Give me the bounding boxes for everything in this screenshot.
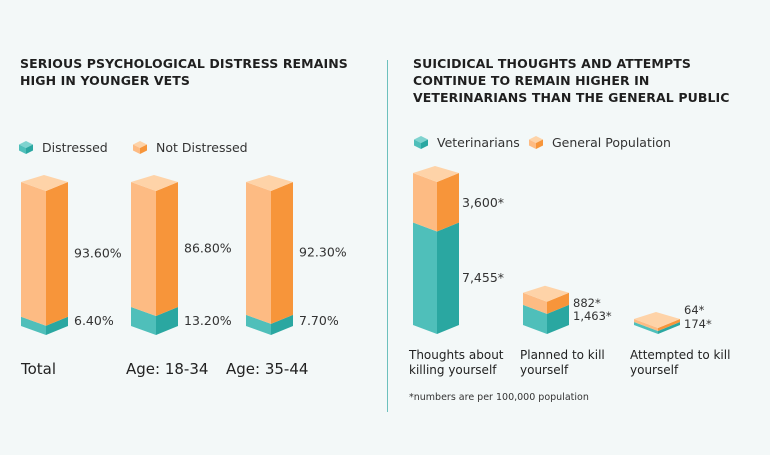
bar-veterinarians-2-front [634,322,658,334]
left-chart-title: SERIOUS PSYCHOLOGICAL DISTRESS REMAINS H… [20,56,348,88]
bar-not-distressed-1-front [131,182,156,316]
bar-cap-0-top [21,175,68,191]
teal-cube-icon [19,141,33,154]
value-label-not-distressed-2: 92.30% [299,244,347,259]
legend-item-general-population: General Population [528,135,671,150]
value-label-general-population-1: 882* [573,296,601,310]
bar-not-distressed-0-front [21,182,46,326]
bar-distressed-1-side [156,306,178,335]
bar-not-distressed-1-side [156,182,178,316]
bar-veterinarians-2-side [658,322,680,334]
category-label-age-35-44: Age: 35-44 [226,360,309,378]
bar-cap-right-2-top [634,312,680,328]
section-divider [387,60,388,412]
bar-general-population-2-front [634,319,658,331]
legend-label-not-distressed: Not Distressed [156,140,248,155]
bar-general-population-1-front [523,292,547,314]
category-label-thoughts: Thoughts about killing yourself [409,348,504,377]
value-label-veterinarians-2: 174* [684,317,712,331]
value-label-distressed-2: 7.70% [299,313,339,328]
value-label-distressed-0: 6.40% [74,313,114,328]
bar-not-distressed-0-side [46,182,68,326]
bar-general-population-2-side [658,319,680,331]
value-label-not-distressed-1: 86.80% [184,240,232,255]
legend-item-distressed: Distressed [18,140,108,155]
bar-cap-right-1-top [523,285,569,302]
bar-general-population-0-side [437,173,459,232]
value-label-general-population-0: 3,600* [462,195,504,210]
right-chart-title: SUICIDICAL THOUGHTS AND ATTEMPTS CONTINU… [413,56,730,105]
bar-veterinarians-0-front [413,222,437,334]
bar-cap-right-0-top [413,166,459,182]
category-label-attempted: Attempted to kill yourself [630,348,731,377]
legend-item-veterinarians: Veterinarians [413,135,520,150]
bar-distressed-0-side [46,316,68,335]
category-label-age-18-34: Age: 18-34 [126,360,209,378]
orange-cube-icon [133,141,147,154]
teal-cube-icon [414,136,428,149]
legend-label-distressed: Distressed [42,140,108,155]
bar-not-distressed-2-side [271,182,293,324]
bar-veterinarians-1-front [523,304,547,334]
bar-cap-1-top [131,175,178,191]
bar-distressed-1-front [131,306,156,335]
value-label-not-distressed-0: 93.60% [74,245,122,260]
category-label-planned: Planned to kill yourself [520,348,605,377]
bar-distressed-0-front [21,316,46,335]
bar-not-distressed-2-front [246,182,271,324]
legend-label-veterinarians: Veterinarians [437,135,520,150]
bar-general-population-0-front [413,173,437,232]
bar-distressed-2-front [246,314,271,335]
bar-distressed-2-side [271,314,293,335]
bar-veterinarians-0-side [437,222,459,334]
legend-label-general-population: General Population [552,135,671,150]
category-label-total: Total [21,360,57,378]
footnote: *numbers are per 100,000 population [409,392,589,403]
value-label-general-population-2: 64* [684,303,705,317]
value-label-distressed-1: 13.20% [184,313,232,328]
value-label-veterinarians-1: 1,463* [573,309,612,323]
bar-veterinarians-1-side [547,304,569,334]
value-label-veterinarians-0: 7,455* [462,270,504,285]
bar-general-population-1-side [547,292,569,314]
orange-cube-icon [529,136,543,149]
bar-cap-2-top [246,175,293,191]
legend-item-not-distressed: Not Distressed [132,140,248,155]
